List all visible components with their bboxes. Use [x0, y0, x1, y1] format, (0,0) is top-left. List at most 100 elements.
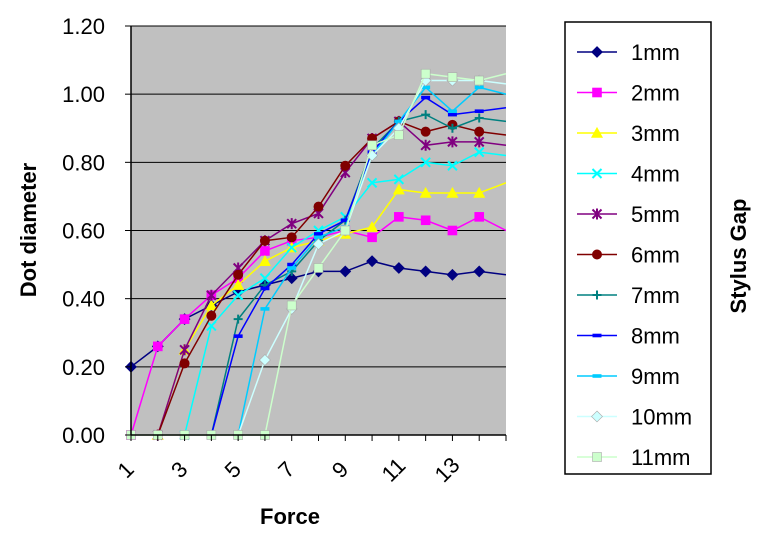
data-point [392, 183, 405, 195]
legend-label: 9mm [631, 364, 680, 389]
x-tick-label: 11 [377, 453, 411, 487]
data-point [474, 85, 484, 90]
data-point [421, 110, 431, 120]
data-point [152, 341, 163, 352]
data-point [447, 225, 458, 236]
y-tick-label: 1.00 [62, 82, 105, 107]
legend-label: 3mm [631, 121, 680, 146]
legend-label: 2mm [631, 81, 680, 106]
data-point [447, 109, 457, 114]
data-point [286, 242, 297, 253]
data-point [420, 215, 431, 226]
data-point [394, 130, 404, 140]
data-point [367, 232, 377, 243]
data-point [340, 160, 351, 171]
data-point [420, 139, 431, 151]
series-layer [125, 68, 506, 441]
data-point [394, 212, 404, 222]
data-point [313, 263, 324, 273]
legend-marker [591, 410, 603, 423]
data-point [420, 126, 431, 137]
y-tick-labels: 0.00 0.20 0.40 0.60 0.80 1.00 1.20 [62, 14, 131, 448]
y-axis-title: Dot diameter [16, 162, 41, 297]
data-point [314, 235, 323, 240]
legend-item: 6mm [577, 243, 680, 268]
data-point [394, 119, 404, 124]
data-point [446, 268, 459, 281]
legend-marker [592, 452, 602, 462]
y-tick-label: 0.40 [62, 287, 105, 312]
data-point [206, 320, 217, 332]
legend-marker [592, 333, 602, 338]
data-point [286, 218, 297, 230]
data-point [420, 157, 431, 168]
data-point [420, 68, 431, 79]
x-tick-label: 1 [113, 457, 139, 483]
y-tick-label: 0.00 [62, 423, 105, 448]
data-point [339, 265, 352, 278]
y-tick-label: 1.20 [62, 14, 105, 39]
legend-marker [591, 168, 603, 179]
data-point [366, 255, 378, 268]
data-point [474, 113, 484, 123]
data-point [313, 201, 324, 212]
data-point [179, 314, 190, 324]
data-point [473, 265, 486, 278]
x-tick-label: 5 [220, 457, 246, 483]
legend-label: 11mm [631, 445, 691, 470]
series-line [157, 120, 506, 436]
data-point [233, 314, 243, 324]
legend-label: 5mm [631, 202, 680, 227]
data-point [473, 186, 486, 198]
data-point [206, 289, 217, 301]
x-tick-label: 13 [430, 452, 465, 487]
x-tick-label: 7 [273, 457, 299, 483]
y-tick-label: 0.20 [62, 355, 105, 380]
data-point [312, 238, 325, 251]
y-tick-label: 0.80 [62, 150, 105, 175]
y-tick-label: 0.60 [62, 219, 105, 244]
legend-label: 7mm [631, 283, 680, 308]
data-point [474, 136, 485, 148]
x-axis-title: Force [260, 504, 320, 529]
data-point [205, 299, 218, 311]
data-point [446, 186, 459, 198]
legend-item: 8mm [577, 324, 680, 349]
data-point [259, 235, 270, 246]
data-point [285, 272, 298, 285]
data-point [474, 75, 485, 86]
data-point [179, 344, 190, 356]
legend-label: 4mm [631, 162, 680, 187]
data-point [232, 278, 245, 290]
data-point [366, 220, 379, 232]
legend-title: Stylus Gap [726, 199, 751, 314]
data-point [447, 112, 457, 117]
data-point [206, 310, 217, 321]
legend: 1mm 2mm 3mm 4mm 5mm 6mm 7mm 8mm 9mm 10mm 11mm [564, 21, 712, 475]
legend-marker [591, 46, 603, 58]
data-point [232, 290, 244, 301]
legend-item: 1mm [577, 40, 680, 65]
x-tick-label: 3 [166, 457, 192, 483]
legend-box [564, 21, 712, 475]
data-point [259, 273, 271, 284]
legend-marker [592, 87, 602, 98]
data-point [474, 212, 485, 222]
legend-marker [592, 290, 602, 300]
data-point [286, 232, 297, 243]
data-point [474, 109, 484, 114]
legend-label: 8mm [631, 324, 680, 349]
data-point [340, 225, 351, 236]
data-point [421, 85, 431, 90]
legend-item: 2mm [577, 81, 680, 106]
legend-item: 9mm [577, 364, 680, 389]
data-point [259, 354, 271, 366]
data-point [314, 232, 323, 236]
data-point [447, 72, 458, 82]
data-point [419, 186, 432, 198]
data-point [447, 123, 457, 133]
data-point [287, 262, 297, 267]
data-point [392, 262, 405, 274]
data-point [340, 218, 350, 223]
